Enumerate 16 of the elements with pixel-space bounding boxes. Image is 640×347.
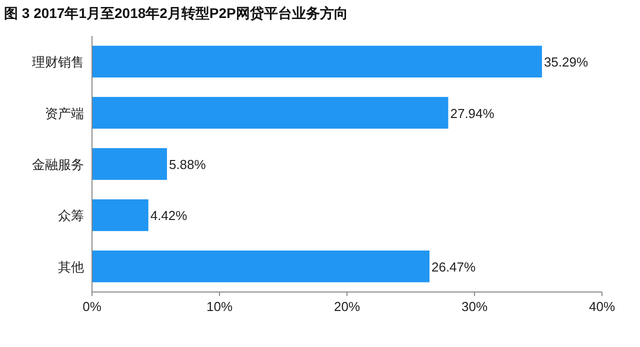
tick-label: 30% <box>461 299 488 314</box>
title: 图 3 2017年1月至2018年2月转型P2P网贷平台业务方向 <box>4 5 348 21</box>
category-label: 金融服务 <box>32 157 84 172</box>
data-label: 4.42% <box>150 208 188 224</box>
tick-label: 0% <box>82 299 102 314</box>
category-label: 理财销售 <box>32 54 84 70</box>
tick-label: 40% <box>588 299 616 314</box>
data-label: 35.29% <box>544 54 588 70</box>
tick-label: 20% <box>334 299 360 314</box>
category-label: 其他 <box>58 259 84 274</box>
category-label: 资产端 <box>45 106 84 121</box>
category-label: 众筹 <box>58 208 84 224</box>
tick-label: 10% <box>206 299 233 314</box>
data-label: 26.47% <box>432 259 476 274</box>
data-label: 27.94% <box>450 106 494 121</box>
data-label: 5.88% <box>168 157 206 172</box>
